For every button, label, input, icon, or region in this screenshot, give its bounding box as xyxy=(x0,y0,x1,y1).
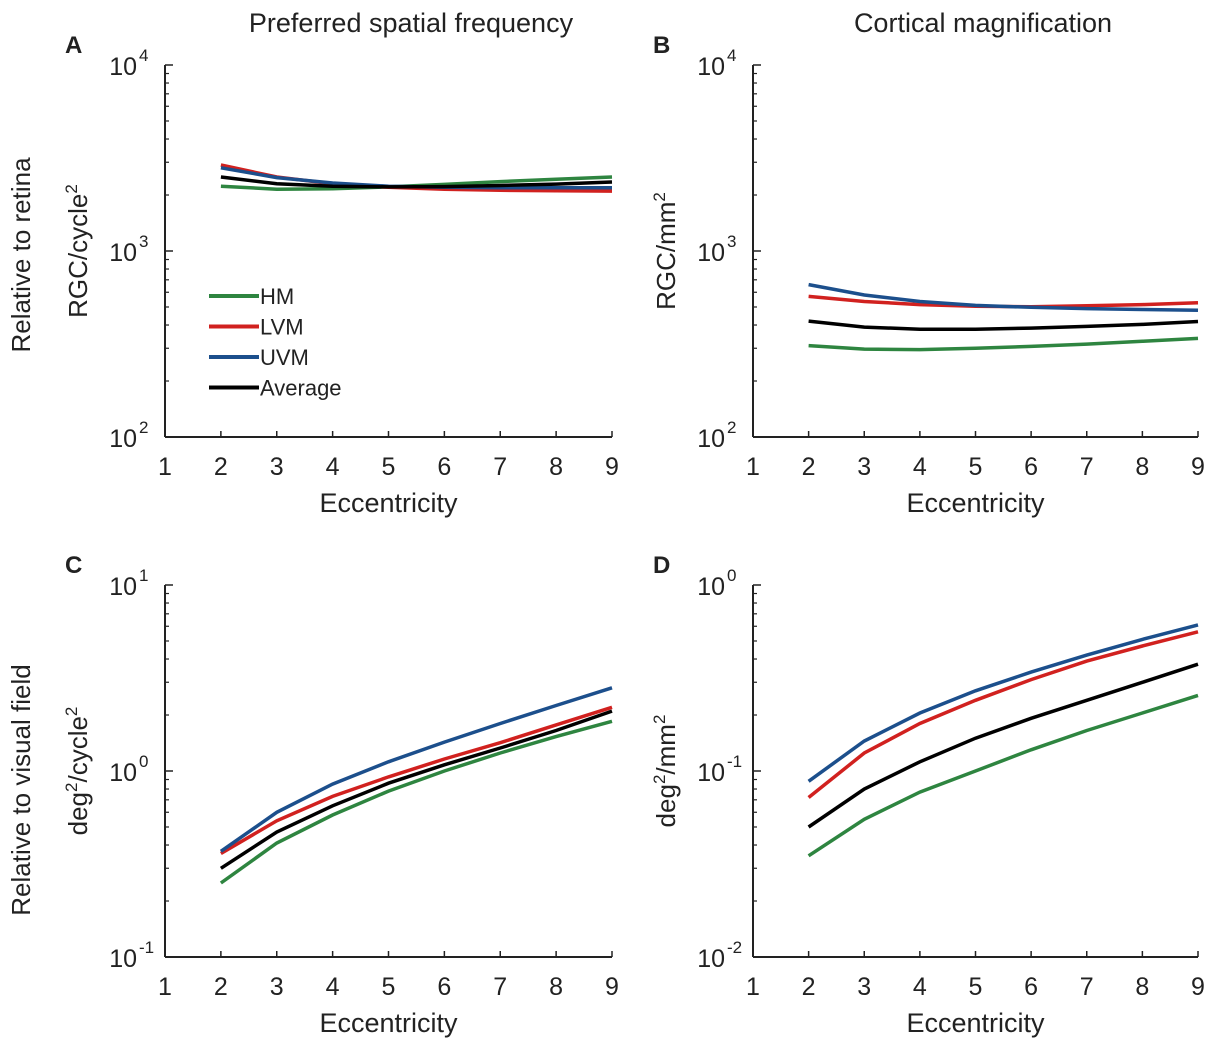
panel-label-c: C xyxy=(65,552,82,579)
x-tick-label: 1 xyxy=(746,453,760,481)
y-tick-exponent: 4 xyxy=(727,46,736,65)
y-tick-label: 10 xyxy=(697,945,725,973)
series-line-average xyxy=(807,662,1199,829)
y-tick-exponent: 3 xyxy=(139,232,148,251)
panel-label-d: D xyxy=(653,552,670,579)
x-tick-label: 3 xyxy=(270,453,284,481)
x-tick-label: 7 xyxy=(1080,973,1094,1001)
series-line-average xyxy=(808,319,1199,331)
y-axis-label: deg2/mm2 xyxy=(650,715,681,828)
x-tick-label: 5 xyxy=(969,973,983,1001)
panel-label-a: A xyxy=(65,32,82,59)
y-tick-label: 10 xyxy=(109,53,137,81)
row-title-bottom: Relative to visual field xyxy=(6,664,36,915)
y-tick-label: 10 xyxy=(697,759,725,787)
x-tick-label: 2 xyxy=(802,973,816,1001)
series-line-average xyxy=(220,175,613,189)
x-tick-label: 5 xyxy=(382,973,396,1001)
x-axis-label: Eccentricity xyxy=(319,488,458,518)
x-tick-label: 6 xyxy=(437,973,451,1001)
x-tick-label: 8 xyxy=(549,973,563,1001)
x-tick-label: 9 xyxy=(605,973,619,1001)
x-tick-label: 7 xyxy=(493,453,507,481)
x-tick-label: 3 xyxy=(857,453,871,481)
y-tick-label: 10 xyxy=(109,759,137,787)
legend-label-hm: HM xyxy=(260,284,294,309)
y-tick-label: 10 xyxy=(697,239,725,267)
x-tick-label: 1 xyxy=(158,973,172,1001)
y-tick-label: 10 xyxy=(697,425,725,453)
x-tick-label: 1 xyxy=(158,453,172,481)
y-tick-label: 10 xyxy=(109,945,137,973)
y-tick-exponent: 0 xyxy=(139,752,148,771)
x-axis-label: Eccentricity xyxy=(906,1008,1045,1038)
column-title-right: Cortical magnification xyxy=(854,8,1112,38)
y-axis-label: RGC/cycle2 xyxy=(62,184,93,318)
y-axis-label: deg2/cycle2 xyxy=(62,707,93,836)
y-tick-exponent: 3 xyxy=(727,232,736,251)
series-line-hm xyxy=(808,336,1199,352)
x-tick-label: 6 xyxy=(437,453,451,481)
y-tick-label: 10 xyxy=(109,239,137,267)
x-tick-label: 8 xyxy=(1135,973,1149,1001)
x-tick-label: 4 xyxy=(913,453,927,481)
x-tick-label: 6 xyxy=(1024,973,1038,1001)
x-tick-label: 9 xyxy=(605,453,619,481)
row-title-top: Relative to retina xyxy=(6,157,36,353)
x-tick-label: 3 xyxy=(270,973,284,1001)
series-line-lvm xyxy=(807,630,1199,799)
series-line-uvm xyxy=(219,686,613,853)
x-axis-label: Eccentricity xyxy=(906,488,1045,518)
x-tick-label: 7 xyxy=(493,973,507,1001)
y-tick-exponent: 1 xyxy=(139,566,148,585)
legend-label-uvm: UVM xyxy=(260,345,309,370)
x-tick-label: 2 xyxy=(214,973,228,1001)
x-tick-label: 1 xyxy=(746,973,760,1001)
x-tick-label: 4 xyxy=(326,973,340,1001)
y-tick-exponent: -1 xyxy=(727,752,742,771)
panel-d: D1 2 3 4 5 6 7 8 910-210-110 0Eccentricitydeg2/mm… xyxy=(650,552,1205,1038)
y-tick-exponent: 4 xyxy=(139,46,148,65)
y-tick-exponent: -1 xyxy=(139,938,154,957)
y-tick-label: 10 xyxy=(697,53,725,81)
panel-label-b: B xyxy=(653,32,670,59)
y-tick-exponent: 2 xyxy=(727,418,736,437)
x-axis-label: Eccentricity xyxy=(319,1008,458,1038)
legend-label-average: Average xyxy=(260,376,342,401)
series-line-uvm xyxy=(807,623,1199,783)
column-title-left: Preferred spatial frequency xyxy=(249,8,574,38)
y-tick-label: 10 xyxy=(109,425,137,453)
x-tick-label: 4 xyxy=(913,973,927,1001)
x-tick-label: 6 xyxy=(1024,453,1038,481)
legend-label-lvm: LVM xyxy=(260,315,304,340)
x-tick-label: 9 xyxy=(1191,973,1205,1001)
series-line-uvm xyxy=(808,282,1199,313)
y-tick-exponent: -2 xyxy=(727,938,742,957)
x-tick-label: 2 xyxy=(214,453,228,481)
x-tick-label: 4 xyxy=(326,453,340,481)
x-tick-label: 5 xyxy=(969,453,983,481)
x-tick-label: 5 xyxy=(382,453,396,481)
x-tick-label: 9 xyxy=(1191,453,1205,481)
series-line-lvm xyxy=(220,705,613,856)
series-line-hm xyxy=(807,693,1199,858)
y-axis-label: RGC/mm2 xyxy=(650,192,681,310)
x-tick-label: 8 xyxy=(549,453,563,481)
y-tick-label: 10 xyxy=(697,573,725,601)
legend: HM LVM UVM Average xyxy=(209,284,342,401)
y-tick-exponent: 0 xyxy=(727,566,736,585)
x-tick-label: 2 xyxy=(802,453,816,481)
y-tick-label: 10 xyxy=(109,573,137,601)
series-line-average xyxy=(219,709,613,870)
x-tick-label: 8 xyxy=(1135,453,1149,481)
x-tick-label: 7 xyxy=(1080,453,1094,481)
x-tick-label: 3 xyxy=(857,973,871,1001)
y-tick-exponent: 2 xyxy=(139,418,148,437)
series-line-hm xyxy=(219,719,613,885)
